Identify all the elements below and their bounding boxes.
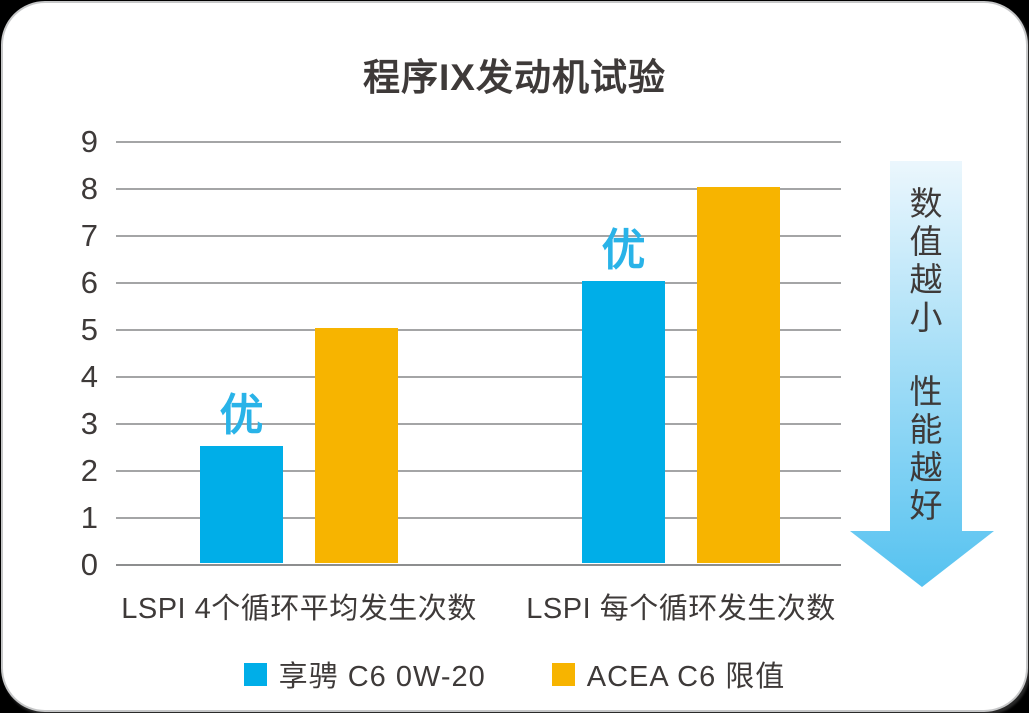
y-tick-label-7: 7	[80, 218, 98, 253]
y-tick-label-5: 5	[80, 312, 98, 347]
legend-swatch-yellow	[551, 662, 575, 686]
bar-blue-group1	[200, 445, 283, 563]
gridline-y6	[116, 282, 841, 284]
y-tick-label-8: 8	[80, 171, 98, 206]
side-arrow-char: 值	[909, 223, 943, 260]
y-tick-label-3: 3	[80, 406, 98, 441]
y-tick-label-2: 2	[80, 453, 98, 488]
gridline-y3	[116, 423, 841, 425]
y-tick-label-4: 4	[80, 359, 98, 394]
legend-item-1: 享骋 C6 0W-20	[243, 653, 486, 695]
side-arrow-char: 性	[909, 373, 943, 410]
gridline-y8	[116, 188, 841, 190]
bar-yellow-group1	[315, 328, 398, 563]
legend-label-1: 享骋 C6 0W-20	[278, 661, 486, 693]
side-arrow-line-1: 数值越小	[910, 185, 943, 337]
gridline-y2	[116, 470, 841, 472]
gridline-y7	[116, 235, 841, 237]
down-arrow-icon	[850, 161, 994, 587]
gridline-y1	[116, 517, 841, 519]
side-arrow: 数值越小性能越好	[847, 159, 997, 591]
chart-title: 程序IX发动机试验	[363, 57, 666, 98]
plot-area: 0 1 2 3 4 5 6 7 8 9 优 LSPI 4个循环平均发生次数 优 LSPI 每个循环发生次数	[81, 125, 841, 625]
legend-item-2: ACEA C6 限值	[551, 653, 786, 695]
legend-swatch-blue	[243, 662, 267, 686]
annotation-excellent-group2: 优	[601, 226, 646, 275]
y-tick-label-9: 9	[80, 124, 98, 159]
legend: 享骋 C6 0W-20 ACEA C6 限值	[3, 653, 1026, 695]
gridline-y4	[116, 376, 841, 378]
x-category-label-1: LSPI 4个循环平均发生次数	[121, 593, 477, 625]
bar-blue-group2	[582, 281, 665, 563]
side-arrow-line-2: 性能越好	[910, 373, 943, 525]
legend-label-2: ACEA C6 限值	[586, 661, 786, 693]
side-arrow-text: 数值越小性能越好	[890, 185, 962, 525]
side-arrow-char: 小	[909, 299, 943, 336]
side-arrow-char: 好	[909, 487, 943, 524]
side-arrow-char: 能	[909, 411, 943, 448]
side-arrow-char: 越	[909, 449, 943, 486]
side-arrow-char: 数	[909, 185, 943, 222]
y-tick-label-6: 6	[80, 265, 98, 300]
annotation-excellent-group1: 优	[219, 390, 264, 440]
bar-yellow-group2	[697, 187, 780, 563]
gridline-y0	[116, 564, 841, 566]
down-arrow-shape	[850, 161, 994, 587]
y-tick-label-1: 1	[80, 500, 98, 535]
gridline-y9	[116, 141, 841, 143]
x-category-label-2: LSPI 每个循环发生次数	[526, 593, 836, 625]
side-arrow-char: 越	[909, 261, 943, 298]
y-tick-label-0: 0	[80, 547, 98, 582]
gridline-y5	[116, 329, 841, 331]
